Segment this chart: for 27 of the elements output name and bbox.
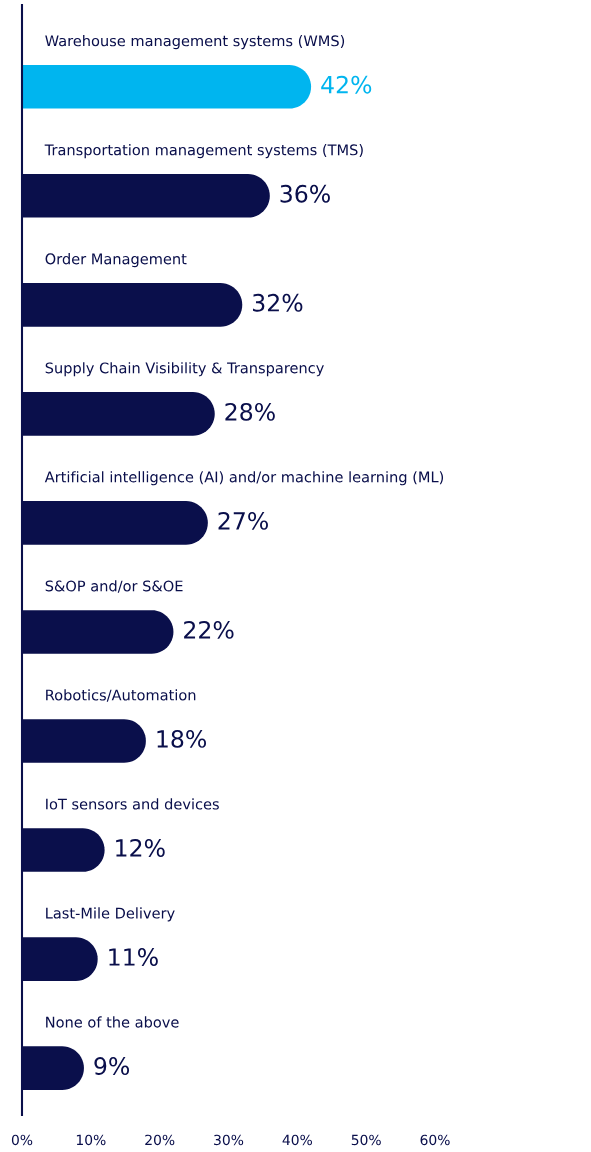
y-tick-label: Warehouse management systems (WMS): [45, 35, 345, 50]
x-tick-label: 30%: [214, 1134, 244, 1146]
data-label: 11%: [109, 948, 158, 966]
y-tick-label: Order Management: [45, 253, 187, 268]
y-tick-label: IoT sensors and devices: [46, 798, 219, 810]
y-tick-label: None of the above: [46, 1016, 179, 1028]
data-label: 32%: [253, 293, 303, 312]
x-tick-label: 40%: [282, 1134, 312, 1146]
data-label: 42%: [321, 75, 372, 94]
y-tick-label: Artificial intelligence (AI) and/or machine learning (ML): [44, 471, 444, 486]
x-tick-label: 10%: [76, 1134, 106, 1146]
data-label: 28%: [225, 402, 275, 421]
x-tick-label: 50%: [351, 1134, 381, 1146]
data-label: 36%: [280, 184, 330, 203]
y-tick-label: Last-Mile Delivery: [46, 907, 175, 922]
y-tick-label: S&OP and/or S&OE: [45, 580, 183, 593]
x-tick-label: 20%: [145, 1134, 175, 1146]
data-label: 9%: [94, 1057, 130, 1075]
data-label: 12%: [116, 839, 165, 857]
x-tick-label: 0%: [11, 1134, 33, 1146]
y-tick-label: Supply Chain Visibility & Transparency: [45, 362, 324, 377]
y-tick-label: Transportation management systems (TMS): [44, 144, 363, 159]
data-label: 18%: [157, 729, 207, 748]
x-tick-label: 60%: [420, 1134, 450, 1146]
data-label: 27%: [218, 511, 268, 530]
y-tick-label: Robotics/Automation: [46, 689, 196, 702]
data-label: 22%: [184, 620, 234, 639]
